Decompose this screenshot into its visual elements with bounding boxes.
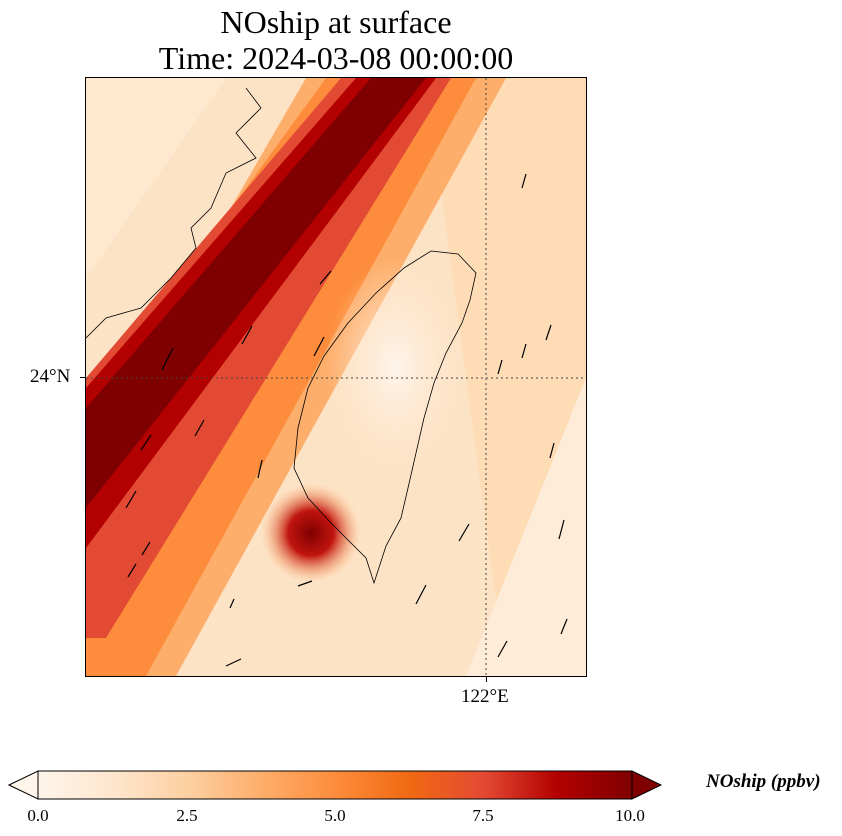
colorbar-extend-low — [8, 770, 39, 800]
plume-core-band — [86, 78, 436, 548]
colorbar-tick-1: 2.5 — [176, 806, 198, 825]
lon-tick — [486, 677, 487, 682]
plume-inner-band — [86, 78, 451, 638]
upper-left-field — [86, 78, 226, 278]
colorbar-tick-2: 5.0 — [324, 806, 346, 825]
colorbar-tick-3: 7.5 — [472, 806, 494, 825]
hotspot — [261, 483, 361, 583]
colorbar-tick-0: 0.0 — [27, 806, 49, 825]
lon-label: 122°E — [461, 686, 509, 707]
colorbar-tick-4: 10.0 — [615, 806, 645, 825]
map-title-line1: NOship at surface — [220, 4, 452, 40]
map-panel — [85, 77, 587, 677]
plume-mid-band — [86, 78, 476, 676]
lat-tick — [80, 377, 85, 378]
mainland-coastline — [86, 87, 262, 339]
colorbar-body — [37, 770, 633, 800]
map-title-line2: Time: 2024-03-08 00:00:00 — [158, 40, 514, 76]
plume-peak-band — [86, 78, 426, 508]
lat-label: 24°N — [30, 366, 71, 387]
colorbar — [8, 770, 663, 800]
pale-region — [326, 258, 466, 478]
taiwan-coastline — [293, 250, 477, 585]
colorbar-extend-high — [631, 770, 663, 800]
wind-arrows — [125, 173, 568, 667]
colorbar-label: NOship (ppbv) — [706, 771, 821, 792]
lower-right-field — [466, 378, 586, 676]
